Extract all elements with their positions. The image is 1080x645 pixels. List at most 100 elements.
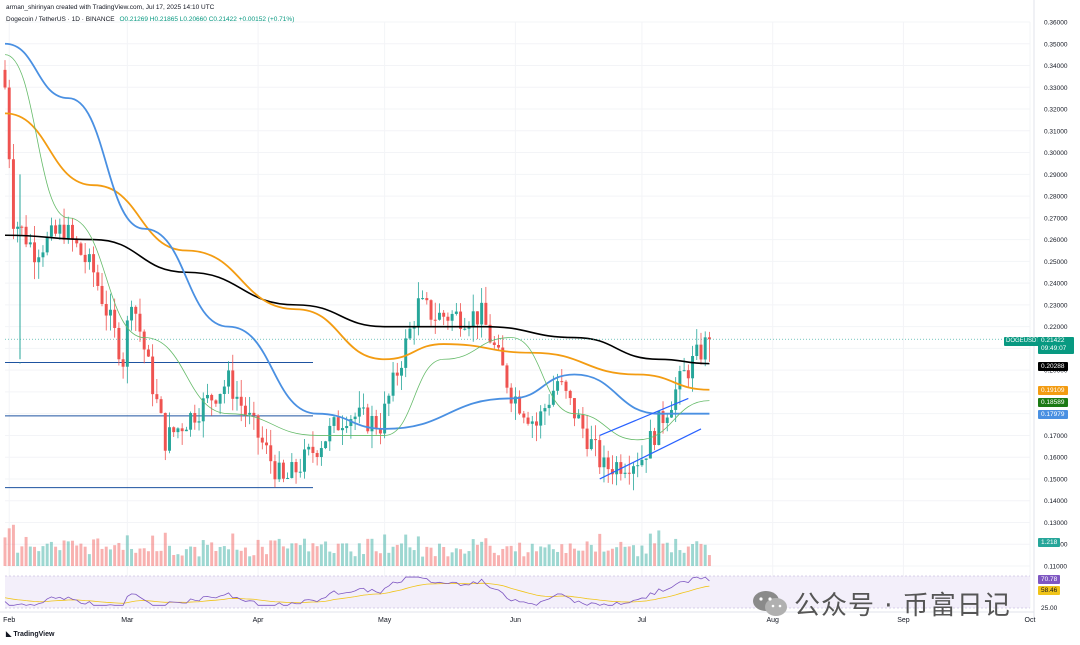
volume-bar [214,550,218,566]
volume-bar [87,554,91,566]
tradingview-logo[interactable]: ◣ TradingView [6,630,54,638]
candle-body [180,428,184,432]
volume-bar [117,542,121,566]
candle-body [222,386,226,394]
time-tick: Oct [1025,617,1036,624]
moving-average-line [4,234,710,365]
candle-body [345,425,349,429]
volume-bar [159,550,163,566]
symbol-title[interactable]: Dogecoin / TetherUS · 1D · BINANCE [6,16,115,23]
volume-bar [564,553,568,566]
volume-bar [366,538,370,566]
volume-bar [686,546,690,566]
candle-body [446,316,450,321]
candle-body [256,415,260,438]
volume-bar [16,552,20,566]
candle-body [138,313,142,332]
candle-body [332,417,336,426]
candle-body [703,337,707,360]
candle-body [471,311,475,327]
axis-value-label: 0.19109 [1038,386,1068,395]
volume-bar [691,544,695,566]
volume-bar [92,539,96,566]
candle-body [686,370,690,379]
volume-bar [357,543,361,566]
volume-bar [231,533,235,566]
candle-body [231,370,235,399]
candle-body [92,254,96,273]
volume-bar [336,543,340,566]
candle-body [37,257,41,263]
volume-bar [669,552,673,566]
volume-bar [480,541,484,566]
candle-body [522,413,526,418]
volume-bar [640,545,644,566]
volume-bar [273,540,277,566]
moving-averages [4,42,710,441]
volume-bar [497,555,500,566]
candle-body [142,331,146,350]
volume-bar [290,543,294,566]
candle-body [463,328,467,330]
ascending-channel [5,338,1030,480]
volume-bar [62,540,66,566]
candle-body [653,431,657,445]
symbol-tag: DOGEUSDT [1004,337,1043,346]
candle-body [606,457,610,470]
candle-body [518,396,522,414]
price-axis: 0.36000 0.35000 0.34000 0.33000 0.32000 0.310… [1033,0,1068,620]
candle-body [328,425,332,442]
candle-body [163,412,167,451]
volume-bar [551,549,555,566]
candle-body [682,370,686,372]
axis-value-label: 1.218 [1038,538,1061,547]
grid [5,21,1031,608]
candle-body [627,472,631,474]
price-tick: 0.24000 [1044,281,1068,288]
volume-bar [707,555,711,566]
volume-bar [218,546,222,566]
candle-body [594,439,598,441]
symbol-line[interactable]: Dogecoin / TetherUS · 1D · BINANCE O0.21… [6,16,294,23]
candle-body [383,403,387,434]
volume-bar [28,546,32,566]
volume-bar [572,548,576,566]
candle-body [556,381,560,391]
volume-bar [653,543,657,566]
candle-body [248,412,252,415]
candle-body [539,411,543,426]
candle-body [433,319,437,321]
volume-bar [518,542,522,566]
volume-bar [142,548,146,566]
volume-bar [568,543,572,566]
volume-bar [349,551,353,566]
price-tick: 0.17000 [1044,433,1068,440]
candle-body [303,449,306,472]
volume-bar [383,534,387,566]
volume-bar [227,549,231,566]
candle-body [7,87,11,160]
volume-bar [585,541,589,566]
candle-body [374,415,378,430]
candle-body [121,359,125,367]
candle-body [243,405,247,415]
candle-body [602,457,606,468]
volume-bar [104,546,108,566]
volume-bar [632,545,635,566]
candle-body [214,400,218,404]
candle-body [425,298,429,301]
volume-bar [581,550,585,566]
volume-bar [239,550,243,566]
channel-line [599,428,702,480]
candle-body [416,298,420,328]
candle-body [252,412,256,416]
candle-body [665,417,669,423]
volume-bar [100,548,104,566]
candle-body [235,396,239,399]
volume-bar [560,544,564,566]
candle-body [632,466,635,474]
volume-bar [222,546,226,566]
candle-body [340,428,344,431]
candle-body [151,356,155,395]
